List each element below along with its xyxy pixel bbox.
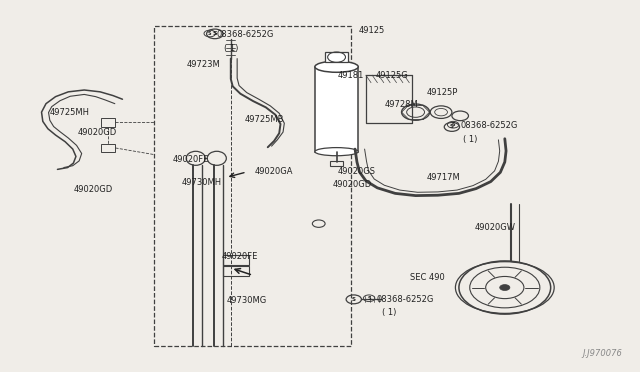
Bar — [223, 266, 249, 276]
Text: 49020GW: 49020GW — [474, 223, 515, 232]
Text: 08368-6252G: 08368-6252G — [460, 121, 518, 130]
Text: 49728M: 49728M — [385, 100, 419, 109]
Bar — [325, 52, 348, 62]
Text: 49725MB: 49725MB — [245, 115, 284, 124]
Text: 49730MG: 49730MG — [227, 296, 267, 305]
Ellipse shape — [315, 61, 358, 72]
Text: J.J970076: J.J970076 — [583, 349, 623, 358]
Text: 49125: 49125 — [358, 26, 385, 35]
Text: 49181: 49181 — [337, 71, 364, 80]
Circle shape — [500, 285, 510, 291]
Text: S: S — [367, 296, 371, 301]
Text: S: S — [451, 122, 455, 127]
Text: ( 1): ( 1) — [225, 44, 239, 53]
Text: SEC 490: SEC 490 — [410, 273, 445, 282]
Ellipse shape — [315, 148, 358, 156]
Text: 49125G: 49125G — [376, 71, 409, 80]
Bar — [101, 144, 115, 152]
Text: ( 1): ( 1) — [463, 135, 477, 144]
Text: 08368-6252G: 08368-6252G — [376, 295, 433, 304]
Bar — [154, 26, 351, 346]
Text: 49125P: 49125P — [426, 88, 458, 97]
Text: 08368-6252G: 08368-6252G — [217, 30, 274, 39]
Text: S: S — [450, 124, 454, 129]
Text: 49020FE: 49020FE — [172, 154, 209, 164]
Text: 49020GS: 49020GS — [338, 167, 376, 176]
Text: 49020GD: 49020GD — [74, 185, 113, 194]
Text: S: S — [212, 31, 217, 36]
Text: 49020GA: 49020GA — [255, 167, 294, 176]
Text: S: S — [352, 297, 356, 302]
Text: 49020FE: 49020FE — [221, 251, 258, 261]
Bar — [101, 118, 115, 126]
Bar — [315, 67, 358, 152]
Text: 49020GD: 49020GD — [78, 128, 117, 137]
Text: S: S — [208, 31, 211, 36]
Bar — [330, 161, 343, 166]
Text: 49725MH: 49725MH — [49, 108, 89, 117]
Text: ( 1): ( 1) — [383, 308, 397, 317]
Text: 49020GD: 49020GD — [333, 180, 372, 189]
Text: 49717M: 49717M — [427, 173, 461, 182]
Bar — [223, 255, 249, 265]
Text: 49730MH: 49730MH — [182, 178, 222, 187]
Text: 49723M: 49723M — [186, 60, 220, 69]
